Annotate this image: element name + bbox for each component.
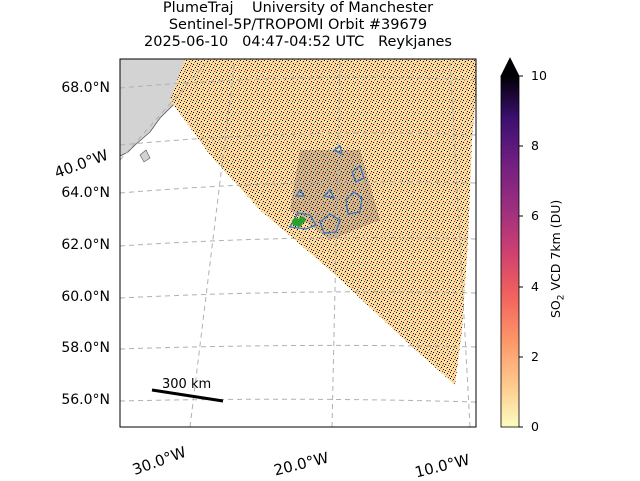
scale-bar — [151, 388, 224, 403]
colorbar-label: SO2 VCD 7km (DU) — [548, 199, 567, 318]
title-line-1: PlumeTraj University of Manchester — [162, 0, 434, 16]
scale-bar-label: 300 km — [162, 377, 212, 392]
lat-label-64: 64.0°N — [61, 185, 110, 201]
colorbar-tick-0: 0 — [531, 419, 539, 434]
lat-label-68: 68.0°N — [61, 80, 110, 96]
colorbar-tick-2: 2 — [531, 349, 539, 364]
lat-label-56: 56.0°N — [61, 392, 110, 408]
colorbar-tick-10: 10 — [531, 68, 547, 83]
title-line-3: 2025-06-10 04:47-04:52 UTC Reykjanes — [144, 34, 452, 50]
colorbar-extend-arrow — [500, 57, 520, 77]
title-line-2: Sentinel-5P/TROPOMI Orbit #39679 — [168, 17, 428, 33]
lat-label-58: 58.0°N — [61, 340, 110, 356]
vent-marker — [292, 216, 306, 227]
plume-outline — [288, 144, 365, 234]
satellite-swath — [170, 59, 476, 385]
colorbar-tick-4: 4 — [531, 279, 539, 294]
lat-label-60: 60.0°N — [61, 289, 110, 305]
colorbar-tick-6: 6 — [531, 208, 539, 223]
lat-label-62: 62.0°N — [61, 237, 110, 253]
colorbar-tick-8: 8 — [531, 138, 539, 153]
